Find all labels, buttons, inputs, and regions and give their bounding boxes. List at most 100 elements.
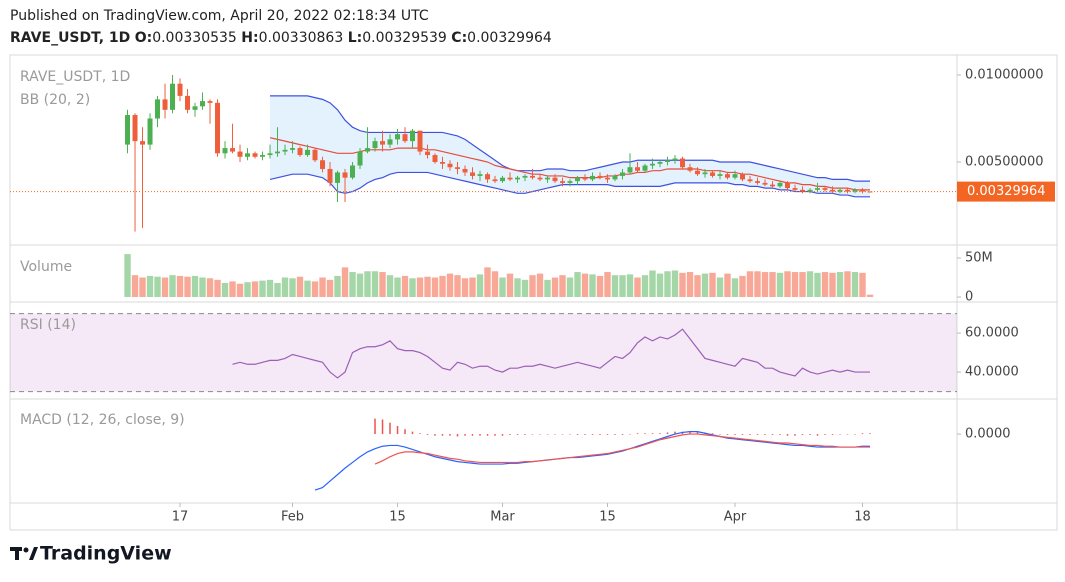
x-tick-label: 15: [599, 510, 616, 525]
candle-body: [792, 188, 798, 190]
candle-body: [552, 177, 558, 182]
histogram-bar: [569, 434, 571, 435]
candle-body: [140, 141, 146, 145]
histogram-bar: [486, 434, 489, 436]
volume-bar: [806, 271, 814, 298]
x-tick-label: 18: [854, 510, 871, 525]
volume-bar: [259, 280, 266, 298]
volume-bar: [844, 271, 851, 298]
histogram-bar: [599, 434, 601, 435]
candle-body: [522, 175, 528, 178]
volume-bar: [866, 294, 874, 298]
histogram-bar: [389, 422, 391, 435]
volume-bar: [416, 277, 424, 298]
volume-bar: [124, 254, 131, 298]
published-line: Published on TradingView.com, April 20, …: [10, 8, 429, 24]
volume-bar: [716, 277, 724, 298]
candle-body: [350, 165, 356, 178]
histogram-bar: [719, 434, 721, 435]
histogram-bar: [764, 434, 766, 435]
volume-bar: [611, 275, 619, 298]
candle-body: [185, 95, 191, 110]
volume-bar: [709, 272, 716, 298]
band-basis: [269, 137, 870, 191]
candle-body: [387, 139, 393, 145]
volume-bar: [701, 273, 709, 298]
histogram-bar: [554, 434, 556, 435]
volume-bar: [476, 274, 484, 298]
candle-body: [290, 148, 296, 150]
pane-title: MACD (12, 26, close, 9): [20, 412, 185, 428]
volume-bar: [596, 275, 604, 298]
candle-body: [267, 153, 273, 156]
histogram-bar: [636, 433, 639, 435]
histogram-bar: [839, 434, 841, 435]
macd-line: [314, 431, 870, 491]
histogram-bar: [749, 434, 751, 435]
pane-title: Volume: [20, 259, 72, 275]
candle-body: [507, 177, 513, 180]
volume-bar: [514, 278, 521, 298]
volume-bar: [859, 272, 866, 298]
volume-bar: [461, 278, 469, 298]
histogram-bar: [794, 434, 796, 436]
histogram-bar: [426, 434, 429, 435]
ohlc-value: 0.00329539: [362, 30, 447, 46]
candle-body: [687, 167, 693, 171]
histogram-bar: [546, 434, 549, 435]
candle-body: [777, 182, 783, 187]
volume-bar: [409, 278, 416, 298]
histogram-bar: [471, 434, 474, 436]
histogram-bar: [606, 434, 609, 435]
x-tick-label: Apr: [724, 510, 747, 525]
volume-bar: [836, 272, 844, 298]
volume-bar: [694, 275, 701, 298]
histogram-bar: [644, 433, 646, 435]
histogram-bar: [659, 433, 661, 435]
plot: 17 Feb 15 Mar 15 Apr 18 0.01000000 0.00500000 0.0…: [10, 68, 1055, 525]
histogram-bar: [464, 434, 466, 436]
volume-bar: [154, 276, 161, 298]
volume-bar: [221, 282, 229, 298]
candle-body: [470, 172, 476, 176]
candle-body: [852, 189, 858, 192]
volume-bar: [784, 271, 791, 298]
volume-bar: [424, 276, 431, 298]
candle-body: [635, 167, 641, 171]
volume-bar: [266, 279, 274, 298]
volume-bar: [139, 277, 146, 298]
candle-body: [477, 174, 483, 176]
candle-body: [717, 174, 723, 176]
volume-bar: [244, 282, 251, 298]
chart-frame: [9, 54, 1058, 531]
candle-body: [837, 189, 843, 192]
volume-bar: [506, 273, 514, 298]
candle-body: [357, 151, 363, 166]
candle-body: [147, 118, 153, 145]
candle-body: [155, 99, 161, 119]
histogram-bar: [419, 433, 421, 435]
volume-bar: [776, 272, 784, 298]
ohlc-line: RAVE_USDT, 1D O:0.00330535 H:0.00330863 …: [10, 30, 552, 46]
volume-bar: [821, 272, 829, 298]
volume-bar: [724, 273, 731, 298]
y-tick-label: 0.00500000: [965, 155, 1044, 170]
candle-body: [312, 149, 318, 161]
ohlc-label: C:: [451, 30, 467, 46]
volume-bar: [311, 281, 319, 298]
volume-bar: [484, 267, 491, 298]
histogram-bar: [449, 434, 451, 436]
candle-body: [830, 189, 836, 192]
last-price-label: 0.00329964: [967, 184, 1046, 199]
volume-bar: [356, 273, 364, 298]
volume-bar: [161, 277, 169, 298]
histogram-bar: [434, 434, 436, 436]
x-tick-label: 15: [389, 510, 406, 525]
histogram-bar: [479, 434, 481, 436]
volume-bar: [184, 276, 191, 298]
y-tick-label: 0.0000: [965, 427, 1011, 442]
histogram-bar: [381, 419, 384, 435]
histogram-bar: [689, 431, 691, 435]
volume-bar: [131, 275, 139, 298]
candle-body: [560, 181, 566, 183]
